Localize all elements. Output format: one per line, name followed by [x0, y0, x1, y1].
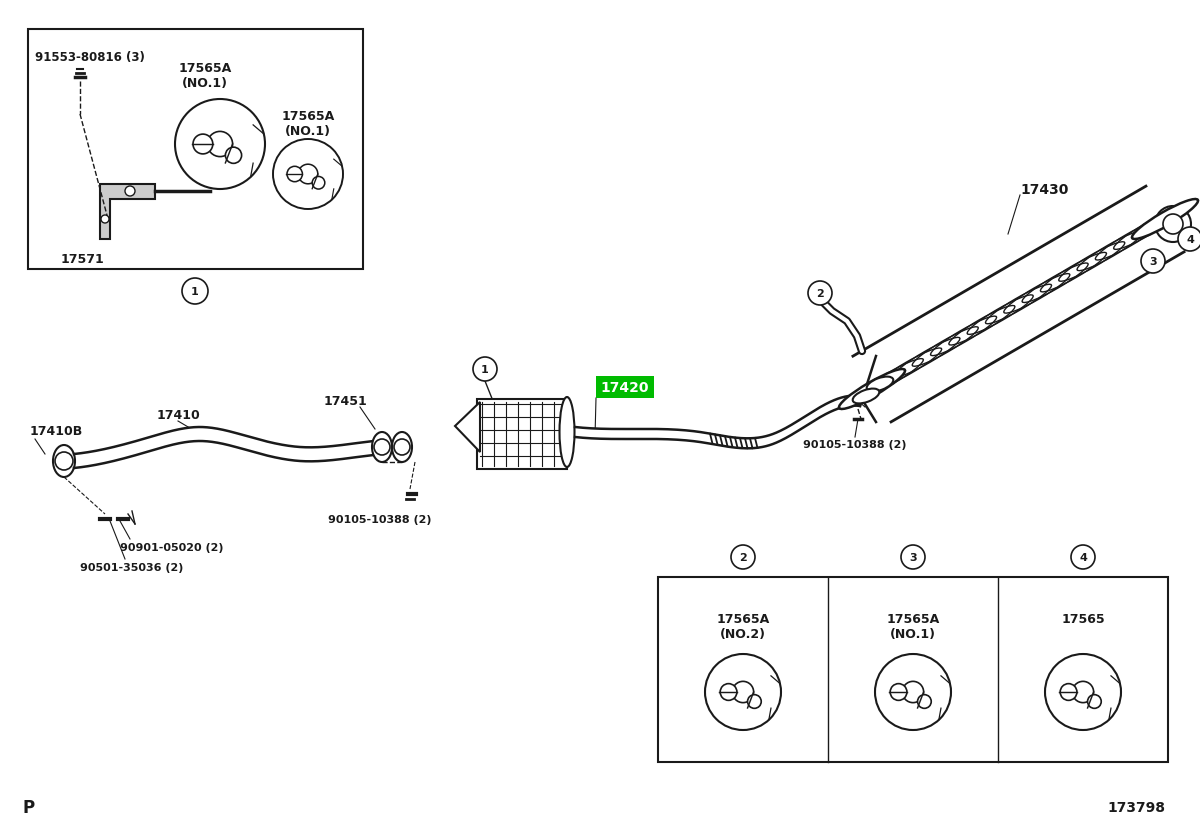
Circle shape — [298, 165, 318, 184]
Text: 173798: 173798 — [1108, 800, 1165, 814]
Circle shape — [101, 216, 109, 224]
Bar — [28, 30, 364, 270]
Polygon shape — [100, 184, 155, 240]
Circle shape — [1087, 695, 1102, 709]
Circle shape — [473, 357, 497, 381]
Circle shape — [901, 545, 925, 569]
Circle shape — [1072, 545, 1096, 569]
Polygon shape — [853, 187, 1184, 423]
Circle shape — [312, 177, 325, 190]
Circle shape — [706, 654, 781, 730]
Circle shape — [890, 684, 907, 700]
Circle shape — [125, 187, 134, 197]
Text: 17565: 17565 — [1061, 612, 1105, 625]
Circle shape — [1073, 681, 1093, 703]
Circle shape — [875, 654, 952, 730]
Ellipse shape — [853, 390, 880, 404]
Text: 4: 4 — [1079, 552, 1087, 562]
Text: 17451: 17451 — [323, 395, 367, 408]
Text: 3: 3 — [910, 552, 917, 562]
Text: 17410B: 17410B — [30, 425, 83, 438]
Text: 90105-10388 (2): 90105-10388 (2) — [329, 514, 432, 524]
Circle shape — [1178, 227, 1200, 251]
Text: 90105-10388 (2): 90105-10388 (2) — [803, 439, 907, 449]
Text: 91553-80816 (3): 91553-80816 (3) — [35, 51, 145, 65]
Bar — [478, 399, 568, 470]
Text: 17565A
(NO.1): 17565A (NO.1) — [281, 110, 335, 138]
Text: P: P — [22, 798, 34, 816]
Text: 17571: 17571 — [60, 253, 104, 266]
Circle shape — [1061, 684, 1076, 700]
Ellipse shape — [866, 377, 893, 392]
Circle shape — [918, 695, 931, 709]
Text: 1: 1 — [191, 287, 199, 297]
Text: 17565A
(NO.1): 17565A (NO.1) — [887, 612, 940, 640]
Ellipse shape — [1132, 200, 1198, 240]
Text: 90901-05020 (2): 90901-05020 (2) — [120, 543, 223, 552]
Circle shape — [193, 135, 212, 155]
Circle shape — [1163, 215, 1183, 235]
Polygon shape — [455, 403, 480, 452]
Circle shape — [175, 100, 265, 189]
Text: 17420: 17420 — [601, 380, 649, 394]
Circle shape — [720, 684, 737, 700]
Text: 4: 4 — [1186, 235, 1194, 245]
Circle shape — [732, 681, 754, 703]
Ellipse shape — [839, 370, 905, 409]
Circle shape — [394, 439, 410, 456]
Text: 2: 2 — [739, 552, 746, 562]
Circle shape — [226, 148, 241, 164]
Text: 17565A
(NO.2): 17565A (NO.2) — [716, 612, 769, 640]
Text: 17410: 17410 — [156, 409, 200, 422]
Text: 17565A
(NO.1): 17565A (NO.1) — [179, 62, 232, 90]
Text: 90501-35036 (2): 90501-35036 (2) — [80, 562, 184, 572]
Circle shape — [731, 545, 755, 569]
Text: 1: 1 — [481, 365, 488, 375]
Text: 3: 3 — [1150, 256, 1157, 266]
Circle shape — [274, 140, 343, 210]
Bar — [658, 577, 1168, 762]
Circle shape — [208, 132, 233, 157]
Ellipse shape — [372, 433, 392, 462]
Ellipse shape — [392, 433, 412, 462]
Circle shape — [55, 452, 73, 471]
Text: 2: 2 — [816, 289, 824, 299]
Circle shape — [374, 439, 390, 456]
Circle shape — [287, 167, 302, 183]
Circle shape — [748, 695, 761, 709]
Circle shape — [808, 282, 832, 306]
Circle shape — [902, 681, 924, 703]
Circle shape — [182, 279, 208, 304]
Ellipse shape — [53, 446, 74, 477]
Circle shape — [1045, 654, 1121, 730]
Circle shape — [1154, 207, 1190, 242]
Text: 17420X: 17420X — [878, 383, 931, 396]
Text: 17430: 17430 — [1020, 183, 1068, 197]
Circle shape — [1141, 250, 1165, 274]
Ellipse shape — [559, 398, 575, 467]
FancyBboxPatch shape — [596, 376, 654, 399]
